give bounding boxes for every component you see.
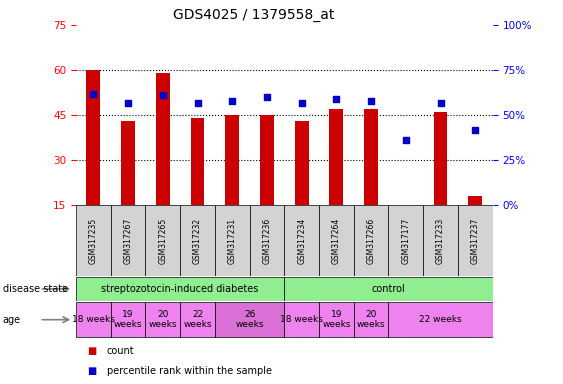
Bar [458, 205, 493, 276]
Text: GSM317234: GSM317234 [297, 218, 306, 264]
Text: GDS4025 / 1379558_at: GDS4025 / 1379558_at [173, 8, 334, 22]
Bar [111, 302, 145, 337]
Point [367, 98, 376, 104]
Bar [215, 205, 249, 276]
Bar [76, 302, 111, 337]
Bar [76, 277, 284, 301]
Bar [329, 109, 343, 205]
Text: GSM317265: GSM317265 [158, 218, 167, 264]
Text: 19
weeks: 19 weeks [114, 310, 142, 329]
Text: GSM317233: GSM317233 [436, 218, 445, 264]
Point [436, 99, 445, 106]
Point [158, 92, 167, 98]
Bar [468, 197, 482, 205]
Text: 22 weeks: 22 weeks [419, 315, 462, 324]
Point [471, 127, 480, 133]
Point [124, 99, 133, 106]
Text: 18 weeks: 18 weeks [280, 315, 323, 324]
Bar [319, 205, 354, 276]
Bar [434, 112, 448, 205]
Bar [319, 302, 354, 337]
Bar [295, 121, 309, 205]
Bar [284, 205, 319, 276]
Bar [284, 302, 319, 337]
Text: 18 weeks: 18 weeks [72, 315, 115, 324]
Bar [354, 205, 388, 276]
Bar [87, 70, 100, 205]
Point [262, 94, 271, 100]
Bar [180, 205, 215, 276]
Text: GSM317267: GSM317267 [124, 218, 132, 264]
Point [401, 137, 410, 144]
Point [297, 99, 306, 106]
Text: age: age [3, 314, 21, 325]
Bar [156, 73, 170, 205]
Text: 26
weeks: 26 weeks [235, 310, 264, 329]
Bar [145, 205, 180, 276]
Bar [111, 205, 145, 276]
Text: GSM317237: GSM317237 [471, 218, 480, 264]
Bar [388, 302, 493, 337]
Text: GSM317264: GSM317264 [332, 218, 341, 264]
Bar [423, 205, 458, 276]
Point [193, 99, 202, 106]
Text: 22
weeks: 22 weeks [184, 310, 212, 329]
Bar [284, 277, 493, 301]
Point [332, 96, 341, 102]
Bar [260, 115, 274, 205]
Bar [180, 302, 215, 337]
Text: GSM317177: GSM317177 [401, 218, 410, 264]
Bar [145, 302, 180, 337]
Text: 19
weeks: 19 weeks [322, 310, 351, 329]
Bar [215, 302, 284, 337]
Text: GSM317231: GSM317231 [228, 218, 236, 264]
Text: 20
weeks: 20 weeks [357, 310, 385, 329]
Bar [388, 205, 423, 276]
Text: count: count [107, 346, 135, 356]
Text: GSM317266: GSM317266 [367, 218, 376, 264]
Bar [249, 205, 284, 276]
Text: ■: ■ [87, 366, 96, 376]
Bar [190, 118, 204, 205]
Text: control: control [372, 284, 405, 294]
Text: GSM317235: GSM317235 [89, 218, 98, 264]
Text: GSM317236: GSM317236 [262, 218, 271, 264]
Bar [364, 109, 378, 205]
Text: disease state: disease state [3, 284, 68, 294]
Text: percentile rank within the sample: percentile rank within the sample [107, 366, 272, 376]
Bar [225, 115, 239, 205]
Point [227, 98, 237, 104]
Bar [354, 302, 388, 337]
Text: 20
weeks: 20 weeks [149, 310, 177, 329]
Text: GSM317232: GSM317232 [193, 218, 202, 264]
Text: ■: ■ [87, 346, 96, 356]
Point [89, 91, 98, 97]
Text: streptozotocin-induced diabetes: streptozotocin-induced diabetes [101, 284, 259, 294]
Bar [76, 205, 111, 276]
Bar [121, 121, 135, 205]
